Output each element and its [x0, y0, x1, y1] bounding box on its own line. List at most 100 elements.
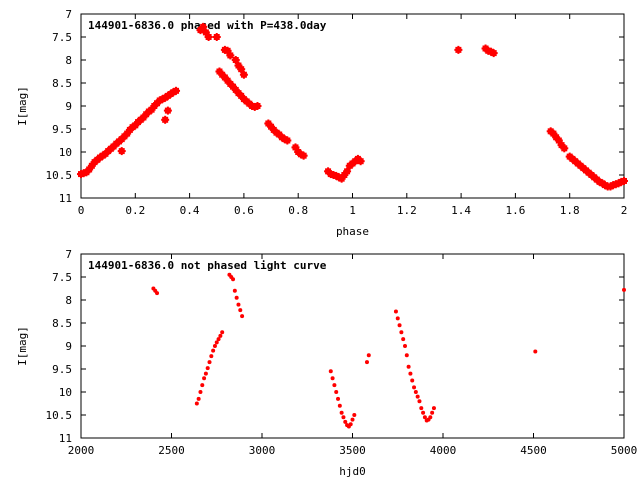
data-point — [253, 102, 262, 110]
x-tick-label: 2500 — [158, 444, 185, 457]
x-tick-label: 2000 — [68, 444, 95, 457]
x-axis-label: hjd0 — [339, 465, 366, 478]
data-point — [430, 410, 435, 415]
data-point — [395, 316, 400, 321]
y-tick-label: 9 — [65, 340, 72, 353]
x-tick-label: 0.2 — [125, 204, 145, 217]
data-point — [234, 295, 239, 300]
data-point — [404, 353, 409, 358]
data-point — [431, 406, 436, 411]
data-point — [220, 330, 225, 335]
data-point — [212, 33, 221, 41]
y-tick-label: 7 — [65, 248, 72, 261]
data-point — [406, 364, 411, 369]
data-point — [87, 161, 96, 170]
chart-title: 144901-6836.0 not phased light curve — [88, 259, 327, 272]
x-tick-label: 1.8 — [560, 204, 580, 217]
y-axis-label: I[mag] — [16, 326, 29, 366]
data-point — [161, 115, 170, 124]
data-point — [229, 82, 238, 91]
data-point — [264, 119, 273, 128]
data-point — [117, 147, 126, 156]
data-point — [202, 376, 207, 381]
data-point — [348, 422, 353, 427]
data-point — [412, 385, 417, 390]
y-tick-label: 9 — [65, 100, 72, 113]
data-point — [215, 67, 224, 76]
data-point — [352, 413, 357, 417]
data-point — [401, 337, 406, 342]
data-point — [417, 399, 422, 404]
data-point — [238, 308, 243, 313]
data-point — [393, 309, 398, 314]
x-tick-label: 1 — [349, 204, 356, 217]
data-point — [366, 353, 371, 358]
x-tick-label: 4000 — [430, 444, 457, 457]
data-point — [199, 22, 208, 31]
data-point — [343, 167, 352, 176]
x-tick-label: 0.8 — [288, 204, 308, 217]
y-tick-label: 11 — [59, 432, 72, 445]
data-point — [209, 354, 214, 359]
data-point — [454, 45, 463, 54]
x-tick-label: 4500 — [520, 444, 547, 457]
data-point — [131, 121, 140, 130]
y-tick-label: 10 — [59, 146, 72, 159]
data-point — [330, 376, 335, 381]
data-point — [291, 143, 300, 152]
y-tick-label: 10.5 — [46, 409, 73, 422]
data-point — [237, 65, 246, 74]
y-tick-label: 11 — [59, 192, 72, 205]
data-point — [622, 287, 626, 292]
data-point — [223, 46, 232, 55]
phased-light-curve-panel: 0 0.2 0.4 0.6 0.8 1 1.2 1.4 1.6 1.8 2 7 7.5 8 8.5 9 9.5 1… — [16, 8, 628, 238]
data-point — [337, 174, 346, 183]
data-point — [226, 51, 235, 60]
data-point — [343, 419, 348, 424]
y-tick-label: 8 — [65, 294, 72, 307]
data-point — [194, 401, 199, 406]
data-point — [328, 369, 333, 374]
data-point — [231, 277, 236, 282]
data-point — [364, 360, 369, 365]
data-point — [214, 340, 219, 345]
y-axis-label: I[mag] — [16, 86, 29, 126]
data-point — [223, 76, 232, 85]
data-point — [421, 410, 426, 415]
data-point — [198, 390, 203, 394]
data-point — [560, 144, 569, 153]
data-point — [200, 383, 205, 388]
data-point — [356, 157, 365, 166]
data-point — [172, 86, 181, 95]
y-tick-label: 9.5 — [52, 363, 72, 376]
data-point — [283, 136, 292, 145]
data-point — [415, 394, 420, 399]
data-point — [336, 396, 341, 401]
data-point — [196, 396, 201, 401]
x-tick-label: 5000 — [611, 444, 638, 457]
data-point — [341, 415, 346, 420]
data-point — [299, 151, 308, 160]
x-tick-label: 3500 — [339, 444, 366, 457]
data-point — [237, 91, 246, 100]
data-point — [399, 330, 404, 335]
y-tick-label: 7.5 — [52, 271, 72, 284]
data-point — [147, 105, 156, 114]
x-tick-label: 1.4 — [451, 204, 471, 217]
data-point — [231, 85, 240, 94]
data-point — [196, 26, 205, 35]
data-point — [204, 33, 213, 41]
data-point — [267, 122, 276, 131]
data-point — [232, 288, 237, 293]
x-tick-label: 1.2 — [397, 204, 417, 217]
data-point — [408, 371, 413, 376]
data-point — [337, 403, 342, 408]
data-point — [557, 141, 566, 150]
data-point — [201, 28, 210, 37]
plot-frame — [80, 253, 625, 439]
data-point — [212, 344, 217, 348]
y-tick-label: 8 — [65, 54, 72, 67]
data-point — [239, 70, 248, 79]
x-tick-label: 1.6 — [505, 204, 525, 217]
y-tick-label: 8.5 — [52, 317, 72, 330]
